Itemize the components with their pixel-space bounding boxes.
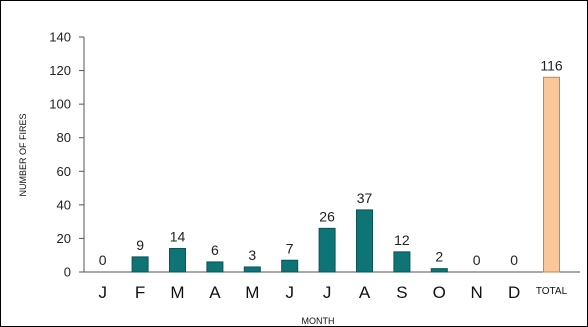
bar-month: [131, 256, 149, 273]
data-label: 116: [540, 57, 563, 73]
data-label: 2: [435, 249, 443, 265]
x-category-label: J: [98, 283, 107, 302]
data-label: 9: [136, 237, 144, 253]
data-label: 0: [99, 252, 107, 268]
y-tick-label: 60: [57, 164, 71, 179]
data-label: 3: [248, 247, 256, 263]
bar-month: [393, 251, 411, 273]
data-label: 12: [394, 232, 410, 248]
x-category-label: A: [209, 283, 221, 302]
x-category-label: A: [359, 283, 371, 302]
bar-month: [318, 227, 336, 273]
y-tick-label: 120: [49, 63, 71, 78]
x-category-label: F: [135, 283, 145, 302]
data-label: 7: [286, 240, 294, 256]
data-label: 0: [473, 252, 481, 268]
bar-month: [243, 266, 261, 273]
y-axis-title: NUMBER OF FIRES: [18, 113, 28, 196]
x-axis-title: MONTH: [302, 316, 335, 326]
bar-month: [430, 268, 448, 273]
bar-month: [281, 259, 299, 273]
x-category-label: D: [508, 283, 520, 302]
y-tick-label: 100: [49, 97, 71, 112]
bar-month: [169, 248, 186, 273]
data-label: 26: [319, 208, 335, 224]
x-category-label: TOTAL: [536, 286, 568, 297]
bar-total: [543, 76, 560, 273]
data-label: 14: [170, 229, 186, 245]
x-category-label: M: [245, 283, 259, 302]
bars: [131, 76, 560, 273]
x-category-label: O: [433, 283, 446, 302]
bar-month: [206, 261, 224, 273]
category-labels: J F M A M J J A S O N D TOTAL: [98, 283, 567, 302]
x-category-label: J: [323, 283, 332, 302]
y-tick-label: 140: [49, 30, 71, 45]
y-tick-label: 20: [57, 231, 71, 246]
bar-month: [356, 209, 373, 273]
x-category-label: N: [471, 283, 483, 302]
y-tick-label: 40: [57, 197, 71, 212]
data-label: 6: [211, 242, 219, 258]
x-category-label: M: [170, 283, 184, 302]
y-tick-label: 0: [64, 265, 71, 280]
y-axis-ticks: 0 20 40 60 80 100 120 140: [49, 30, 84, 280]
data-label: 0: [510, 252, 518, 268]
data-label: 37: [357, 190, 373, 206]
x-category-label: J: [285, 283, 294, 302]
y-tick-label: 80: [57, 130, 71, 145]
x-category-label: S: [396, 283, 407, 302]
